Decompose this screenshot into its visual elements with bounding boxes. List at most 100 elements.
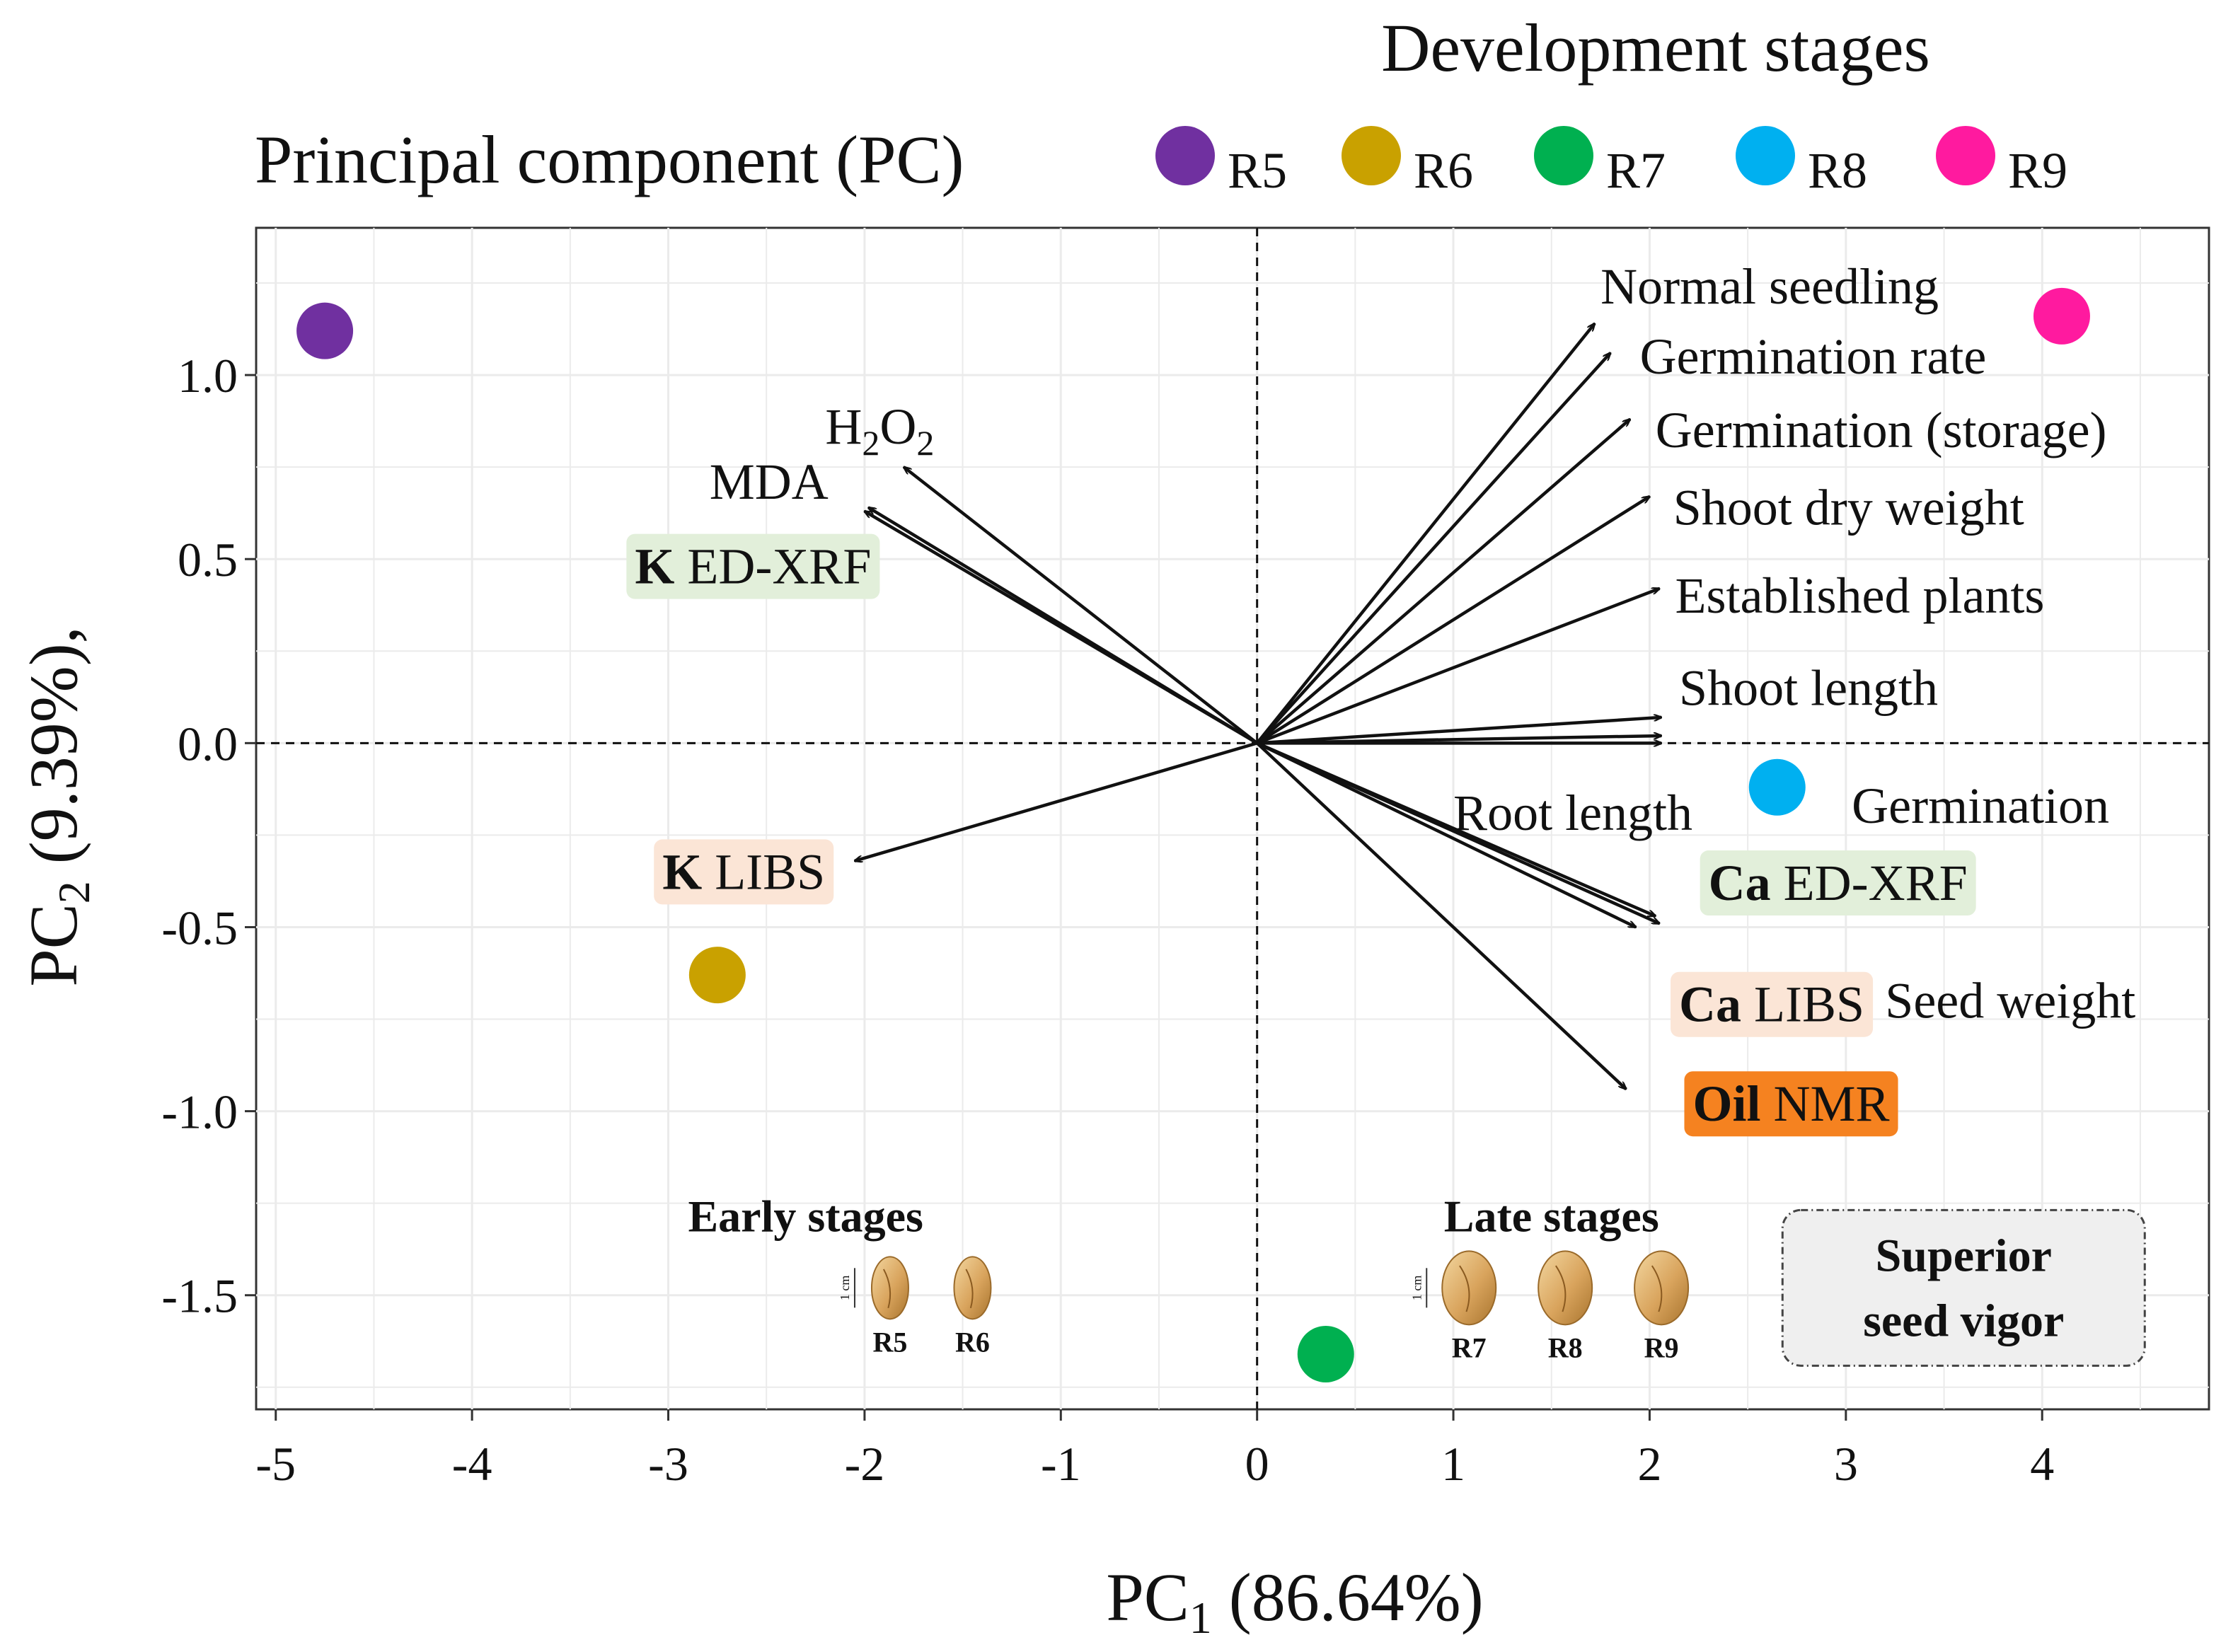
boxed-label-ca-ed-xrf: Ca ED-XRF [1700, 850, 1976, 916]
seed-seam [965, 1269, 974, 1309]
legend-label: R6 [1414, 142, 1473, 199]
boxed-label-background [1700, 850, 1976, 916]
boxed-label-rest: ED-XRF [1771, 855, 1968, 911]
vector-seed-weight [1256, 741, 1660, 925]
vector-label-established-plants: Established plants [1675, 567, 2045, 624]
seed-seam [882, 1269, 892, 1309]
vector-germination-rate [1256, 353, 1610, 744]
vector-k-libs [855, 741, 1258, 860]
point-r7 [1297, 1325, 1354, 1382]
legend-label: R8 [1808, 142, 1867, 199]
point-r6 [688, 947, 746, 1004]
seed-label: R9 [1644, 1332, 1679, 1363]
vector-label-h2o2: H2O2 [825, 398, 934, 463]
x-tick-label: -2 [845, 1437, 885, 1491]
x-axis-label-main: PC [1106, 1559, 1189, 1635]
vector-label-germination-rate: Germination rate [1640, 328, 1987, 385]
scale-bar-label: 1 cm [1409, 1276, 1424, 1301]
loading-vectors [855, 323, 1661, 1089]
vector-normal-seedling [1255, 323, 1595, 744]
vector-label-seed-weight: Seed weight [1885, 973, 2135, 1029]
legend-swatch [1342, 126, 1401, 185]
vector-label-mda: MDA [710, 454, 829, 510]
boxed-label-text: Oil NMR [1692, 1075, 1889, 1132]
point-r8 [1748, 758, 1806, 816]
superior-seed-vigor-callout: Superior seed vigor [1781, 1208, 2146, 1367]
h2o2-part: 2 [916, 423, 934, 463]
x-tick-label: 2 [1637, 1437, 1661, 1491]
legend-swatch [1736, 126, 1795, 185]
vector-ca-libs [1256, 741, 1636, 929]
boxed-label-rest: ED-XRF [674, 538, 871, 595]
legend-item-r7: R7 [1534, 126, 1666, 199]
x-tick-label: 0 [1245, 1437, 1269, 1491]
h2o2-part: 2 [862, 423, 879, 463]
callout-line: seed vigor [1863, 1295, 2064, 1346]
stage-group-label: Late stages [1444, 1191, 1659, 1241]
vector-shoot-dry-weight [1256, 497, 1650, 745]
vector-oil-nmr [1256, 741, 1626, 1089]
vector-h2o2 [904, 467, 1259, 745]
boxed-label-bold: K [635, 538, 674, 595]
x-tick-label: 1 [1441, 1437, 1465, 1491]
y-tick-label: 1.0 [178, 349, 238, 403]
x-axis-label: PC1 (86.64%) [1106, 1559, 1483, 1643]
callout-box [1781, 1208, 2146, 1367]
legend-item-r5: R5 [1155, 126, 1287, 199]
boxed-label-background [1684, 1071, 1898, 1137]
vector-label-germination-storage: Germination (storage) [1656, 402, 2107, 458]
axis-ticks: -5 -4 -3 -2 -1 0 1 2 3 4 1.0 0.5 0.0 -0.5 -1.0 -1.5 [161, 349, 2054, 1491]
boxed-label-bold: K [662, 843, 702, 900]
h2o2-part: H [825, 398, 862, 455]
seed-seam [1555, 1265, 1567, 1312]
scale-bar-label: 1 cm [838, 1276, 852, 1301]
x-tick-label: -1 [1041, 1437, 1081, 1491]
boxed-label-text: Ca ED-XRF [1709, 855, 1968, 911]
legend-title: Development stages [1381, 10, 1930, 86]
legend-item-r6: R6 [1342, 126, 1473, 199]
seed-label: R7 [1452, 1332, 1487, 1363]
boxed-label-text: K LIBS [662, 843, 825, 900]
stage-groups: Early stages R5 R6 1 cm Late stages R7 R8 R9 1 c… [688, 1191, 1690, 1363]
vector-label-germination: Germination [1852, 778, 2109, 834]
boxed-label-bold: Oil [1692, 1075, 1760, 1132]
vector-established-plants [1256, 587, 1660, 745]
boxed-label-rest: LIBS [1741, 976, 1864, 1033]
callout-line: Superior [1876, 1230, 2052, 1281]
y-axis-label: PC2 (9.39%), [16, 626, 99, 986]
boxed-label-oil-nmr: Oil NMR [1684, 1071, 1898, 1137]
vector-shoot-length [1257, 717, 1661, 745]
legend-label: R5 [1228, 142, 1287, 199]
vector-k-ed-xrf [865, 512, 1258, 745]
vector-germination-storage [1256, 420, 1630, 745]
reference-lines [256, 228, 2209, 1409]
y-tick-label: -1.5 [161, 1269, 238, 1323]
y-tick-label: -0.5 [161, 901, 238, 954]
legend-swatch [1534, 126, 1593, 185]
y-tick-label: 0.0 [178, 717, 238, 770]
y-axis-label-rest: (9.39%), [16, 626, 91, 881]
vector-label-normal-seedling: Normal seedling [1600, 258, 1939, 315]
boxed-label-k-ed-xrf: K ED-XRF [626, 533, 880, 599]
x-axis-label-rest: (86.64%) [1212, 1559, 1484, 1635]
y-axis-label-main: PC [16, 903, 91, 986]
stage-points [296, 287, 2090, 1382]
legend-swatch [1936, 126, 1995, 185]
legend-item-r8: R8 [1736, 126, 1867, 199]
x-tick-label: -3 [648, 1437, 688, 1491]
boxed-label-bold: Ca [1679, 976, 1741, 1033]
grid [256, 228, 2209, 1409]
x-tick-label: 3 [1834, 1437, 1858, 1491]
boxed-label-bold: Ca [1709, 855, 1771, 911]
boxed-label-k-libs: K LIBS [654, 839, 834, 905]
y-tick-label: -1.0 [161, 1085, 238, 1139]
chart-title: Principal component (PC) [255, 122, 964, 197]
boxed-label-rest: NMR [1760, 1075, 1889, 1132]
boxed-label-background [626, 533, 880, 599]
boxed-label-rest: LIBS [702, 843, 825, 900]
boxed-label-text: K ED-XRF [635, 538, 871, 595]
y-axis-label-sub: 2 [49, 881, 99, 903]
stage-group-label: Early stages [688, 1191, 923, 1241]
